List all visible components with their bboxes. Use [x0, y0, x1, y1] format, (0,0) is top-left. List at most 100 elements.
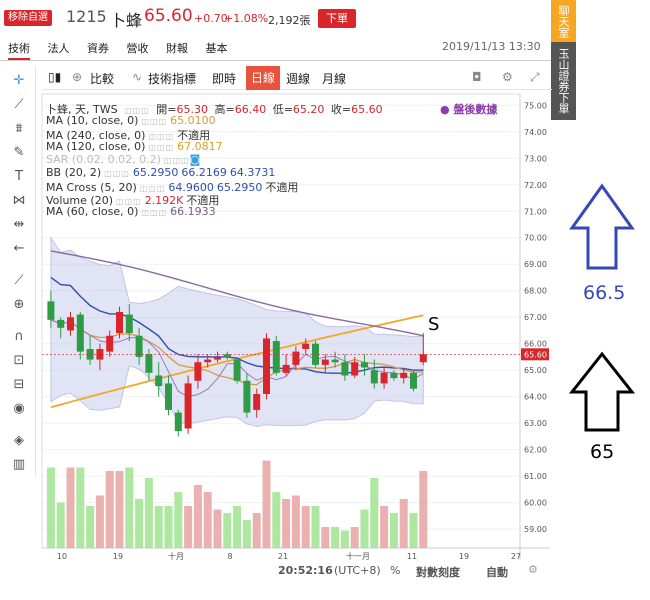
candle-body	[380, 372, 388, 384]
visibility-icon[interactable]: ◙	[189, 153, 201, 166]
x-tick-label: 8	[227, 552, 232, 561]
remove-watchlist-button[interactable]: 移除自選	[4, 10, 52, 26]
ma10-label: MA (10, close, 0)	[46, 114, 139, 127]
gear-icon[interactable]: ⚙	[502, 70, 513, 84]
settings-gear-icon[interactable]: ⚙	[528, 563, 538, 576]
x-tick-label: 11	[407, 552, 417, 561]
candle-body	[125, 314, 133, 334]
layers-icon[interactable]: ◈	[14, 433, 24, 448]
broker-order-button[interactable]: 玉山證券下單	[551, 42, 576, 120]
eye-icon[interactable]: ◉	[13, 401, 25, 416]
realtime-button[interactable]: 即時	[212, 72, 237, 86]
volume-bar	[272, 492, 281, 548]
legend-controls-icon[interactable]: ◫◫◫	[141, 208, 168, 217]
magnet-icon[interactable]: ∩	[14, 329, 24, 344]
candle-body	[233, 359, 241, 381]
daily-button[interactable]: 日線	[246, 66, 281, 90]
bb-label: BB (20, 2)	[46, 166, 102, 179]
ma120-value: 67.0817	[177, 140, 223, 153]
y-tick-label: 63.00	[524, 419, 547, 428]
legend-controls-icon[interactable]: ◫◫◫	[124, 106, 150, 115]
tab-technical[interactable]: 技術	[8, 40, 30, 60]
indicator-button[interactable]: 技術指標	[148, 72, 197, 86]
crosshair-icon[interactable]: ✛	[13, 73, 25, 88]
candle-body	[361, 362, 368, 368]
tab-financials[interactable]: 財報	[166, 42, 188, 55]
brush-icon[interactable]: ✎	[13, 145, 25, 160]
last-price-tag	[521, 348, 549, 361]
volume-bar	[95, 495, 104, 548]
volume-bar	[193, 485, 202, 548]
legend-controls-icon[interactable]: ◫◫◫	[104, 169, 130, 178]
chat-room-button[interactable]: 聊天室	[551, 0, 576, 42]
legend-macross: MA Cross (5, 20) ◫◫◫ 64.9600 65.2950 不適用	[46, 179, 298, 195]
legend-controls-icon[interactable]: ◫◫◫	[163, 156, 190, 165]
volume-bar	[115, 471, 124, 548]
x-tick-label: 19	[459, 552, 469, 561]
pattern-icon[interactable]: ⋈	[12, 193, 26, 208]
legend-controls-icon[interactable]: ◫◫◫	[148, 132, 175, 141]
candle-body	[67, 317, 74, 331]
ruler-icon[interactable]: ⟋	[14, 273, 24, 288]
tab-revenue[interactable]: 營收	[126, 42, 149, 55]
compare-icon[interactable]: ⊕	[72, 70, 83, 84]
candle-type-icon[interactable]: ▯▮	[48, 70, 62, 84]
back-arrow-icon[interactable]: ←	[13, 241, 25, 256]
y-tick-label: 65.00	[524, 366, 547, 375]
indicator-icon[interactable]: ∿	[132, 70, 143, 84]
legend-controls-icon[interactable]: ◫◫◫	[139, 184, 166, 193]
macross-slow-value: 65.2950	[216, 181, 263, 194]
log-scale-toggle[interactable]: 對數刻度	[416, 566, 460, 579]
volume-bar	[203, 492, 212, 548]
ma120-label: MA (120, close, 0)	[46, 140, 146, 153]
legend-controls-icon[interactable]: ◫◫◫	[116, 197, 142, 206]
y-tick-label: 71.00	[524, 207, 547, 216]
candle-body	[419, 354, 427, 363]
legend-controls-icon[interactable]: ◫◫◫	[141, 117, 168, 126]
fibonacci-icon[interactable]: ⩩	[15, 121, 23, 136]
volume-bar	[125, 467, 134, 548]
legend-controls-icon[interactable]: ◫◫◫	[148, 143, 175, 152]
y-tick-label: 74.00	[524, 128, 547, 137]
volume-bar	[321, 527, 330, 548]
order-button[interactable]: 下單	[318, 9, 356, 28]
auto-scale-toggle[interactable]: 自動	[486, 566, 508, 579]
lock-icon[interactable]: ⊡	[13, 353, 25, 368]
tab-basic[interactable]: 基本	[205, 42, 228, 55]
candle-body	[341, 362, 349, 376]
open-value: 65.30	[176, 103, 208, 116]
camera-icon[interactable]: ◘	[472, 70, 482, 84]
volume-bar	[66, 467, 75, 548]
measure-icon[interactable]: ⇹	[13, 217, 25, 232]
legend-symbol: 卜蜂, 天, TWS	[46, 103, 118, 116]
ma60-line	[50, 250, 424, 337]
trash-icon[interactable]: ▥	[12, 457, 26, 472]
weekly-button[interactable]: 週線	[286, 72, 311, 86]
x-tick-label: 10	[57, 552, 67, 561]
volume-bar	[184, 506, 193, 548]
volume-bar	[252, 513, 261, 548]
x-tick-label: 27	[511, 552, 521, 561]
volume-bar	[282, 499, 291, 548]
volume-ma-value: 不適用	[186, 194, 220, 207]
candle-body	[165, 383, 172, 410]
tab-institutional[interactable]: 法人	[47, 42, 70, 55]
volume-bar	[164, 506, 173, 548]
y-tick-label: 75.00	[524, 101, 547, 110]
after-hours-badge: ● 盤後數據	[440, 103, 498, 116]
monthly-button[interactable]: 月線	[322, 72, 347, 86]
trend-line-icon[interactable]: ⟋	[14, 97, 24, 112]
text-icon[interactable]: T	[15, 169, 23, 184]
black-up-arrow-icon	[568, 351, 636, 432]
zoom-in-icon[interactable]: ⊕	[13, 297, 25, 312]
percent-toggle[interactable]: %	[390, 564, 401, 577]
compare-button[interactable]: 比較	[90, 72, 115, 86]
tab-margin[interactable]: 資券	[87, 42, 109, 55]
bb-lower-value: 64.3731	[229, 166, 276, 179]
y-tick-label: 67.00	[524, 313, 547, 322]
volume-bar	[86, 506, 95, 548]
fullscreen-icon[interactable]: ⤢	[530, 70, 540, 84]
after-hours-label: 盤後數據	[453, 103, 498, 116]
unlock-icon[interactable]: ⊟	[13, 377, 25, 392]
